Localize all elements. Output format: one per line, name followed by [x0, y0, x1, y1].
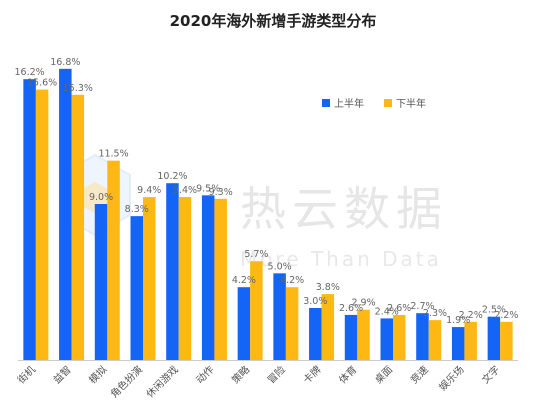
bar-h2-1	[71, 94, 85, 361]
value-label-h1-5: 9.5%	[196, 183, 220, 194]
bar-h2-11	[428, 320, 442, 360]
bar-h1-10	[380, 318, 393, 360]
bar-h2-4	[178, 197, 192, 360]
value-label-h1-10: 2.4%	[375, 306, 399, 317]
bar-h2-13	[500, 321, 513, 360]
bar-h1-3	[130, 216, 143, 360]
category-label-8: 卡牌	[300, 363, 323, 386]
bar-h1-2	[94, 204, 108, 360]
bar-h1-0	[23, 79, 36, 360]
bar-h1-8	[309, 308, 322, 360]
bar-h1-9	[344, 314, 358, 360]
legend: 上半年 下半年	[322, 97, 426, 110]
bar-h2-8	[321, 294, 335, 360]
bar-h2-10	[393, 314, 406, 360]
value-label-h2-12: 2.2%	[459, 310, 483, 321]
category-label-7: 冒险	[265, 363, 288, 386]
value-label-h1-12: 1.9%	[446, 315, 470, 326]
category-label-1: 益智	[50, 363, 73, 386]
category-label-0: 街机	[15, 363, 38, 386]
value-label-h1-8: 3.0%	[303, 296, 327, 307]
value-label-h1-0: 16.2%	[15, 67, 45, 78]
bar-h1-11	[416, 313, 429, 360]
bar-h1-13	[487, 316, 501, 360]
category-label-6: 策略	[229, 363, 252, 386]
bar-h1-12	[451, 327, 465, 360]
category-label-5: 动作	[194, 364, 217, 387]
value-label-h2-0: 15.6%	[27, 78, 57, 89]
legend-label-0: 上半年	[334, 97, 364, 110]
value-label-h2-5: 9.3%	[209, 187, 233, 198]
value-label-h1-3: 8.3%	[125, 204, 149, 215]
bar-h2-5	[214, 198, 227, 360]
legend-swatch-1	[384, 99, 392, 107]
bar-h1-7	[273, 273, 286, 360]
legend-label-1: 下半年	[396, 97, 426, 110]
category-label-13: 文字	[479, 363, 502, 386]
legend-swatch-0	[322, 99, 330, 107]
category-label-11: 竞速	[407, 363, 430, 386]
watermark-subtext: More Than Data	[240, 247, 442, 271]
value-label-h1-11: 2.7%	[410, 301, 434, 312]
bar-h2-2	[107, 160, 120, 360]
bar-h2-12	[464, 321, 477, 360]
chart-title: 2020年海外新增手游类型分布	[169, 12, 377, 30]
category-label-3: 角色扮演	[108, 363, 145, 400]
bar-h2-9	[357, 309, 370, 360]
value-label-h2-1: 15.3%	[63, 83, 93, 94]
bars-group	[23, 68, 513, 361]
value-label-h1-6: 4.2%	[232, 275, 256, 286]
value-label-h2-11: 2.3%	[423, 308, 447, 319]
value-label-h1-1: 16.8%	[50, 57, 80, 68]
bar-h1-1	[59, 68, 72, 361]
value-label-h2-2: 11.5%	[98, 149, 128, 160]
watermark-text: 热云数据	[240, 182, 448, 236]
category-label-10: 桌面	[372, 363, 395, 386]
bar-h2-7	[285, 287, 299, 360]
value-label-h2-3: 9.4%	[137, 185, 161, 196]
category-label-2: 模拟	[86, 363, 109, 386]
category-label-12: 娱乐场	[436, 363, 466, 393]
value-label-h2-13: 2.2%	[494, 310, 518, 321]
value-label-h2-6: 5.7%	[244, 249, 268, 260]
value-label-h2-7: 4.2%	[280, 275, 304, 286]
category-labels-group: 街机 益智 模拟 角色扮演 休闲游戏 动作 策略 冒险 卡牌 体育 桌面 竞速 娱乐场 文字	[15, 363, 503, 400]
value-label-h2-8: 3.8%	[316, 282, 340, 293]
value-label-h1-13: 2.5%	[482, 305, 506, 316]
bar-h2-3	[143, 197, 156, 360]
bar-h2-0	[35, 89, 49, 360]
value-label-h1-2: 9.0%	[89, 192, 113, 203]
bar-h2-6	[250, 261, 263, 360]
value-label-h1-7: 5.0%	[268, 261, 292, 272]
value-label-h1-9: 2.6%	[339, 303, 363, 314]
value-labels-group: 16.2%15.6% 16.8% 15.3% 9.0% 11.5% 8.3% 9.4% 10.…	[15, 57, 519, 326]
value-label-h2-4: 9.4%	[173, 185, 197, 196]
category-label-4: 休闲游戏	[143, 363, 180, 400]
bar-h1-5	[201, 195, 215, 360]
value-label-h2-10: 2.6%	[387, 303, 411, 314]
value-label-h1-4: 10.2%	[157, 171, 187, 182]
category-label-9: 体育	[336, 363, 359, 386]
bar-h1-6	[237, 287, 251, 360]
bar-h1-4	[166, 183, 179, 360]
value-label-h2-9: 2.9%	[351, 298, 375, 309]
